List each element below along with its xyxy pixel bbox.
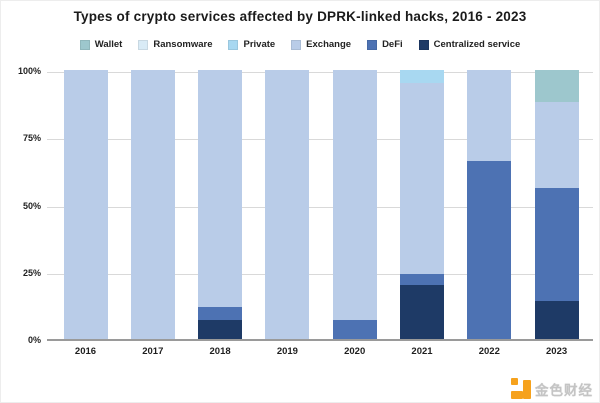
legend-label: Centralized service	[433, 39, 521, 50]
x-tick-label-2022: 2022	[478, 346, 500, 357]
legend-label: Private	[243, 39, 276, 50]
legend-swatch-wallet	[79, 39, 90, 50]
legend-item-defi: DeFi	[367, 39, 403, 50]
legend-label: Ransomware	[153, 39, 213, 50]
legend-label: Exchange	[306, 39, 352, 50]
bar-segment-2021-centralized-service	[400, 285, 444, 339]
bar-segment-2016-exchange	[63, 70, 108, 339]
x-tick-label-2019: 2019	[276, 346, 298, 357]
gridline-75	[47, 139, 593, 141]
bar-2020	[332, 70, 377, 339]
y-tick-label-100: 100%	[17, 66, 41, 76]
y-tick-label-25: 25%	[22, 267, 41, 278]
y-tick-label-0: 0%	[27, 335, 41, 345]
y-tick-label-75: 75%	[22, 133, 41, 144]
bar-segment-2018-defi	[198, 306, 243, 321]
bar-segment-2021-defi	[400, 274, 444, 286]
bar-segment-2018-centralized-service	[198, 320, 243, 339]
watermark-text: 金色财经	[535, 382, 593, 398]
bar-segment-2018-exchange	[198, 70, 243, 307]
legend-swatch-private	[228, 39, 239, 50]
legend-item-exchange: Exchange	[291, 39, 351, 50]
plot-area	[47, 70, 593, 341]
bar-segment-2022-defi	[467, 161, 512, 339]
gridline-50	[47, 206, 593, 208]
jinse-logo-icon	[510, 378, 531, 399]
legend-label: Wallet	[94, 39, 123, 50]
x-tick-label-2017: 2017	[142, 346, 164, 357]
x-tick-label-2018: 2018	[209, 346, 231, 357]
gridline-25	[47, 273, 593, 275]
bar-segment-2021-private	[400, 70, 444, 84]
bar-2018	[198, 70, 243, 339]
bar-2021	[400, 70, 444, 339]
x-tick-label-2023: 2023	[546, 346, 568, 357]
chart-title: Types of crypto services affected by DPR…	[73, 9, 527, 24]
bar-segment-2020-defi	[332, 320, 377, 339]
bar-segment-2021-exchange	[400, 83, 444, 275]
gridline-100	[47, 72, 593, 73]
legend-swatch-defi	[367, 39, 378, 50]
bar-segment-2022-exchange	[467, 70, 512, 162]
bar-2019	[265, 70, 310, 339]
bar-segment-2020-exchange	[332, 70, 377, 321]
bar-2016	[63, 70, 108, 339]
bar-2023	[534, 70, 579, 339]
bar-segment-2017-exchange	[130, 70, 175, 339]
x-tick-label-2016: 2016	[74, 346, 97, 357]
y-tick-label-50: 50%	[22, 200, 41, 211]
bar-segment-2023-centralized-service	[534, 301, 579, 339]
legend-item-ransomware: Ransomware	[138, 39, 212, 50]
legend-swatch-ransomware	[138, 39, 149, 50]
bar-2022	[467, 70, 512, 339]
bar-segment-2023-defi	[534, 188, 579, 302]
bar-segment-2023-wallet	[534, 70, 579, 103]
legend-swatch-exchange	[291, 39, 302, 50]
legend-label: DeFi	[382, 39, 403, 50]
legend-swatch-centralized-service	[418, 39, 429, 50]
x-tick-label-2021: 2021	[411, 346, 433, 357]
legend-item-wallet: Wallet	[79, 39, 123, 50]
legend: Wallet Ransomware Private Exchange DeFi Centr…	[1, 39, 599, 50]
bar-2017	[130, 70, 175, 339]
legend-item-private: Private	[228, 39, 275, 50]
watermark: 金色财经	[510, 378, 593, 399]
legend-item-centralized-service: Centralized service	[418, 39, 521, 50]
x-tick-label-2020: 2020	[344, 346, 366, 357]
bar-segment-2019-exchange	[265, 70, 310, 339]
bar-segment-2023-exchange	[534, 102, 579, 189]
